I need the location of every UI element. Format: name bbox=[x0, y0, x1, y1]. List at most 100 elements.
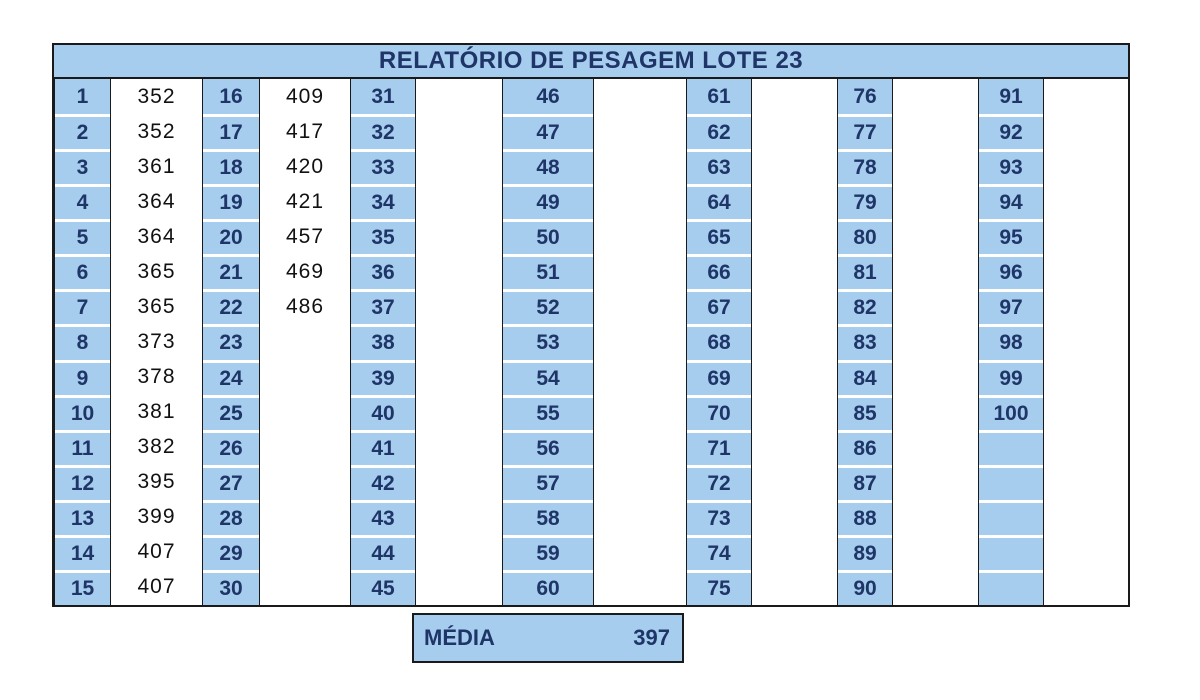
row-number: 89 bbox=[838, 534, 892, 570]
weight-value bbox=[1044, 149, 1130, 184]
weight-value bbox=[752, 219, 837, 254]
weight-value bbox=[260, 500, 350, 535]
row-number: 55 bbox=[503, 394, 593, 430]
row-number: 90 bbox=[838, 569, 892, 605]
weight-value bbox=[594, 324, 686, 359]
weight-value bbox=[1044, 500, 1130, 535]
weight-value bbox=[893, 114, 978, 149]
row-number: 18 bbox=[203, 149, 259, 185]
row-number: 78 bbox=[838, 149, 892, 185]
weight-value bbox=[893, 184, 978, 219]
weight-value bbox=[594, 535, 686, 570]
weight-value bbox=[1044, 114, 1130, 149]
weight-value: 421 bbox=[285, 189, 325, 213]
weight-value bbox=[752, 149, 837, 184]
weight-value bbox=[416, 360, 502, 395]
row-number: 33 bbox=[351, 149, 415, 185]
row-number: 83 bbox=[838, 324, 892, 360]
weight-value bbox=[416, 219, 502, 254]
row-number: 32 bbox=[351, 114, 415, 150]
weight-value: 469 bbox=[285, 259, 325, 283]
weight-value bbox=[260, 360, 350, 395]
row-number: 99 bbox=[979, 359, 1043, 395]
row-number: 31 bbox=[351, 79, 415, 115]
row-number: 69 bbox=[687, 359, 751, 395]
row-number: 20 bbox=[203, 219, 259, 255]
number-column: 46 47 48 49 50 51 52 53 54 55 56 57 58 59 60 bbox=[502, 79, 594, 605]
number-column: 61 62 63 64 65 66 67 68 69 70 71 72 73 74 75 bbox=[686, 79, 752, 605]
weight-value: 365 bbox=[137, 259, 176, 283]
weight-value bbox=[752, 395, 837, 430]
weight-value bbox=[416, 535, 502, 570]
row-number: 81 bbox=[838, 254, 892, 290]
weight-value bbox=[893, 360, 978, 395]
weight-value: 407 bbox=[137, 540, 176, 564]
row-number: 56 bbox=[503, 429, 593, 465]
weight-value bbox=[260, 395, 350, 430]
row-number: 64 bbox=[687, 184, 751, 220]
weight-column bbox=[752, 79, 837, 605]
row-number: 9 bbox=[55, 359, 110, 395]
row-number: 27 bbox=[203, 464, 259, 500]
row-number: 29 bbox=[203, 534, 259, 570]
row-number: 5 bbox=[55, 219, 110, 255]
average-label: MÉDIA bbox=[424, 625, 495, 650]
weight-value: 399 bbox=[137, 505, 176, 529]
row-number: 50 bbox=[503, 219, 593, 255]
weight-value bbox=[594, 430, 686, 465]
row-number: 72 bbox=[687, 464, 751, 500]
weight-value bbox=[1044, 570, 1130, 605]
row-number: 46 bbox=[503, 79, 593, 115]
weight-value: 381 bbox=[137, 400, 176, 424]
row-number: 88 bbox=[838, 499, 892, 535]
weight-value bbox=[416, 114, 502, 149]
weight-value bbox=[752, 184, 837, 219]
weight-value bbox=[893, 535, 978, 570]
row-number: 96 bbox=[979, 254, 1043, 290]
weight-value: 409 bbox=[285, 84, 325, 108]
row-number: 23 bbox=[203, 324, 259, 360]
row-number: 15 bbox=[55, 569, 110, 605]
weight-value bbox=[594, 79, 686, 114]
row-number: 91 bbox=[979, 79, 1043, 115]
row-number: 28 bbox=[203, 499, 259, 535]
average-box: MÉDIA 397 bbox=[412, 613, 684, 663]
row-number: 3 bbox=[55, 149, 110, 185]
weight-value bbox=[260, 430, 350, 465]
weight-value bbox=[752, 289, 837, 324]
weight-value bbox=[416, 395, 502, 430]
weight-value bbox=[752, 114, 837, 149]
weight-column bbox=[1044, 79, 1130, 605]
weight-value: 352 bbox=[137, 84, 176, 108]
weight-value: 407 bbox=[137, 575, 176, 599]
row-number: 53 bbox=[503, 324, 593, 360]
weight-value bbox=[1044, 184, 1130, 219]
weight-value: 364 bbox=[137, 224, 176, 248]
weight-value bbox=[260, 324, 350, 359]
weight-column bbox=[594, 79, 686, 605]
weight-value bbox=[594, 289, 686, 324]
weight-value bbox=[1044, 465, 1130, 500]
weight-value bbox=[752, 570, 837, 605]
row-number bbox=[979, 429, 1043, 465]
row-number: 11 bbox=[55, 429, 110, 465]
row-number: 24 bbox=[203, 359, 259, 395]
row-number: 25 bbox=[203, 394, 259, 430]
row-number: 80 bbox=[838, 219, 892, 255]
row-number: 16 bbox=[203, 79, 259, 115]
row-number: 13 bbox=[55, 499, 110, 535]
weight-value bbox=[594, 219, 686, 254]
row-number: 43 bbox=[351, 499, 415, 535]
weight-value bbox=[416, 324, 502, 359]
weight-value: 373 bbox=[137, 329, 176, 353]
row-number: 12 bbox=[55, 464, 110, 500]
weight-value bbox=[594, 395, 686, 430]
row-number: 94 bbox=[979, 184, 1043, 220]
number-column: 31 32 33 34 35 36 37 38 39 40 41 42 43 44 45 bbox=[350, 79, 416, 605]
row-number: 95 bbox=[979, 219, 1043, 255]
weight-value bbox=[1044, 79, 1130, 114]
weighing-report: RELATÓRIO DE PESAGEM LOTE 23 1 2 3 4 5 6 7 8 9 10… bbox=[52, 43, 1130, 607]
row-number: 60 bbox=[503, 569, 593, 605]
weight-value bbox=[1044, 219, 1130, 254]
row-number: 52 bbox=[503, 289, 593, 325]
